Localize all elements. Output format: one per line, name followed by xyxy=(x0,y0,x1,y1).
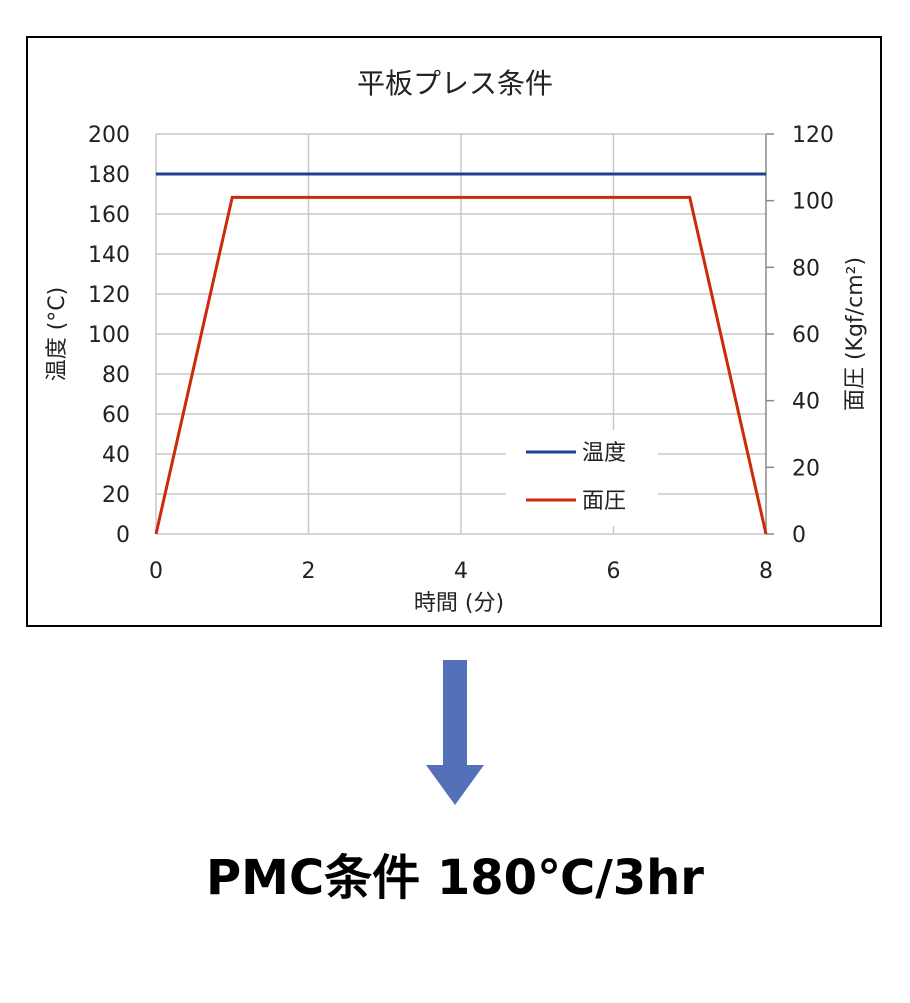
y-right-tick-label: 60 xyxy=(792,323,820,348)
legend-label: 面圧 xyxy=(582,489,626,514)
x-tick-label: 6 xyxy=(607,559,621,584)
y-left-tick-label: 140 xyxy=(88,243,130,268)
y-left-tick-label: 80 xyxy=(102,363,130,388)
y-axis-left-label: 温度 (°C) xyxy=(45,287,70,382)
y-left-tick-label: 60 xyxy=(102,403,130,428)
legend-label: 温度 xyxy=(582,441,626,466)
y-left-tick-label: 200 xyxy=(88,123,130,148)
series-line-pressure xyxy=(154,195,768,535)
y-left-tick-label: 180 xyxy=(88,163,130,188)
x-axis-label: 時間 (分) xyxy=(414,591,504,616)
x-tick-label: 2 xyxy=(302,559,316,584)
y-right-tick-label: 20 xyxy=(792,456,820,481)
y-left-tick-label: 160 xyxy=(88,203,130,228)
x-tick-label: 0 xyxy=(149,559,163,584)
y-left-tick-label: 0 xyxy=(116,523,130,548)
y-left-tick-label: 100 xyxy=(88,323,130,348)
y-right-tick-label: 0 xyxy=(792,523,806,548)
grid xyxy=(156,133,766,534)
y-right-tick-label: 80 xyxy=(792,256,820,281)
y-right-tick-label: 100 xyxy=(792,190,834,215)
y-left-tick-label: 40 xyxy=(102,443,130,468)
y-axis-right-label: 面圧 (Kgf/cm²) xyxy=(843,257,868,411)
y-left-tick-label: 20 xyxy=(102,483,130,508)
series-lines xyxy=(154,172,768,535)
x-tick-label: 8 xyxy=(759,559,773,584)
x-tick-label: 4 xyxy=(454,559,468,584)
y-left-tick-label: 120 xyxy=(88,283,130,308)
down-arrow-icon xyxy=(426,660,484,805)
chart-title: 平板プレス条件 xyxy=(357,67,553,100)
caption: PMC条件 180℃/3hr xyxy=(206,850,704,906)
legend-background xyxy=(506,430,658,526)
axes xyxy=(155,133,774,535)
y-right-tick-label: 40 xyxy=(792,390,820,415)
y-right-tick-label: 120 xyxy=(792,123,834,148)
